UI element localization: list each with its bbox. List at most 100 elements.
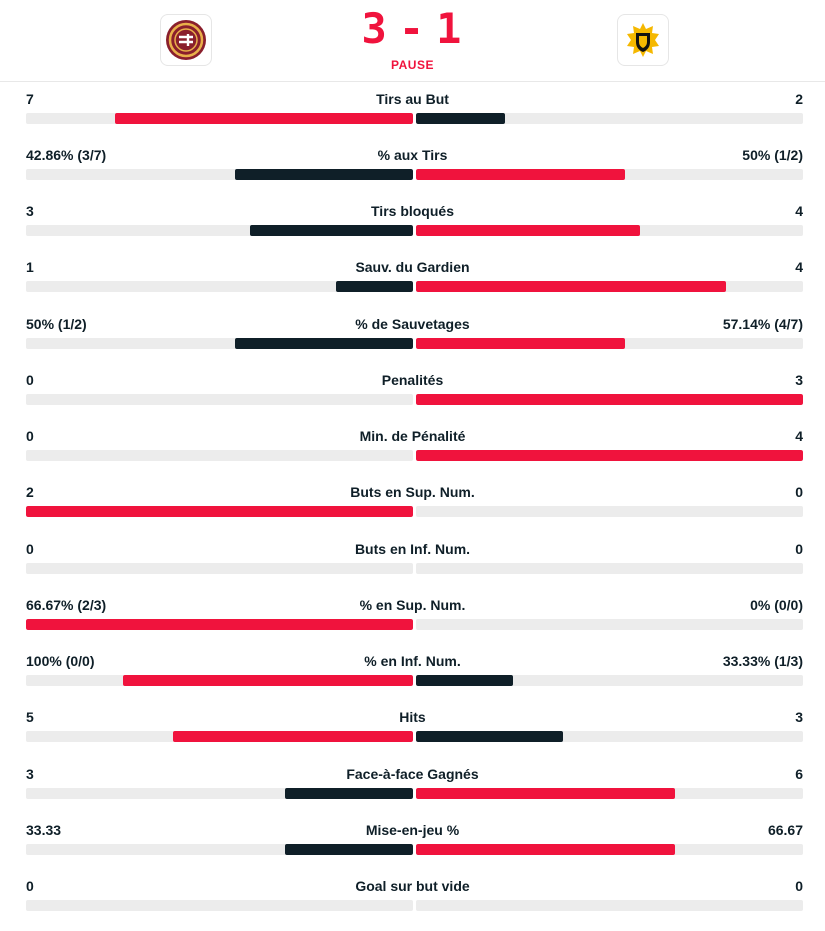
stat-label: Buts en Inf. Num.	[354, 541, 471, 557]
home-stat-bar	[285, 844, 413, 855]
home-stat-bar-track	[26, 844, 413, 855]
home-stat-value: 3	[26, 203, 34, 219]
stat-row: 5 Hits 3	[0, 706, 825, 746]
home-stat-value: 66.67% (2/3)	[26, 597, 107, 613]
home-stat-bar-track	[26, 338, 413, 349]
home-stat-value: 1	[26, 259, 34, 275]
away-stat-bar-track	[416, 900, 803, 911]
home-stat-bar-track	[26, 900, 413, 911]
home-stat-bar-track	[26, 281, 413, 292]
match-status: PAUSE	[391, 58, 434, 72]
home-stat-value: 7	[26, 91, 34, 107]
home-stat-bar-track	[26, 675, 413, 686]
away-stat-bar-track	[416, 731, 803, 742]
home-stat-bar-track	[26, 563, 413, 574]
away-stat-bar-track	[416, 844, 803, 855]
home-stat-bar-track	[26, 619, 413, 630]
home-stat-bar	[26, 619, 413, 630]
stat-label: Buts en Sup. Num.	[350, 484, 475, 500]
home-stat-bar-track	[26, 225, 413, 236]
home-stat-value: 42.86% (3/7)	[26, 147, 107, 163]
away-stat-bar-track	[416, 675, 803, 686]
stat-row: 3 Face-à-face Gagnés 6	[0, 763, 825, 803]
home-stat-value: 0	[26, 428, 34, 444]
home-stat-value: 5	[26, 709, 34, 725]
stat-label: % aux Tirs	[377, 147, 448, 163]
home-stat-bar	[250, 225, 413, 236]
home-stat-value: 0	[26, 878, 34, 894]
home-score: 3	[361, 4, 389, 53]
stat-label: Min. de Pénalité	[359, 428, 466, 444]
home-stat-bar	[285, 788, 413, 799]
stat-label: Tirs au But	[376, 91, 449, 107]
home-stat-value: 50% (1/2)	[26, 316, 87, 332]
home-stat-bar-track	[26, 506, 413, 517]
stat-label: Tirs bloqués	[371, 203, 454, 219]
home-team-logo[interactable]	[160, 14, 212, 66]
away-stat-bar	[416, 281, 726, 292]
away-stat-bar	[416, 338, 625, 349]
away-stat-bar-track	[416, 169, 803, 180]
stat-label: Mise-en-jeu %	[365, 822, 460, 838]
away-stat-value: 0	[795, 878, 803, 894]
stat-row: 7 Tirs au But 2	[0, 88, 825, 128]
stat-row: 3 Tirs bloqués 4	[0, 200, 825, 240]
stat-row: 0 Penalités 3	[0, 369, 825, 409]
away-stat-bar-track	[416, 450, 803, 461]
stat-label: % de Sauvetages	[355, 316, 470, 332]
home-stat-bar	[115, 113, 413, 124]
away-stat-bar	[416, 225, 641, 236]
home-stat-value: 2	[26, 484, 34, 500]
home-stat-bar-track	[26, 113, 413, 124]
away-stat-bar-track	[416, 619, 803, 630]
stat-label: Penalités	[381, 372, 444, 388]
stat-row: 50% (1/2) % de Sauvetages 57.14% (4/7)	[0, 313, 825, 353]
away-team-logo[interactable]	[617, 14, 669, 66]
away-stat-value: 3	[795, 709, 803, 725]
home-stat-bar-track	[26, 450, 413, 461]
stat-label: Sauv. du Gardien	[355, 259, 470, 275]
away-stat-bar-track	[416, 394, 803, 405]
away-stat-value: 0	[795, 484, 803, 500]
away-stat-bar	[416, 450, 803, 461]
home-stat-bar	[234, 338, 413, 349]
match-header: 3-1 PAUSE	[0, 0, 825, 82]
away-stat-bar	[416, 788, 676, 799]
away-stat-bar	[416, 675, 513, 686]
away-score: 1	[436, 4, 464, 53]
away-stat-value: 4	[795, 203, 803, 219]
score-separator: -	[398, 4, 427, 53]
stat-row: 1 Sauv. du Gardien 4	[0, 256, 825, 296]
scoreboard: 3-1	[0, 4, 825, 53]
stat-row: 66.67% (2/3) % en Sup. Num. 0% (0/0)	[0, 594, 825, 634]
away-stat-value: 3	[795, 372, 803, 388]
away-stat-value: 4	[795, 259, 803, 275]
away-stat-value: 66.67	[767, 822, 803, 838]
home-stat-bar	[26, 506, 413, 517]
stat-label: Goal sur but vide	[355, 878, 470, 894]
stat-label: Face-à-face Gagnés	[346, 766, 479, 782]
away-stat-value: 6	[795, 766, 803, 782]
away-stat-bar-track	[416, 338, 803, 349]
home-stat-bar-track	[26, 731, 413, 742]
geneve-servette-logo-icon	[166, 20, 206, 60]
home-stat-bar	[173, 731, 413, 742]
away-stat-value: 0% (0/0)	[750, 597, 803, 613]
stat-row: 0 Min. de Pénalité 4	[0, 425, 825, 465]
away-stat-bar-track	[416, 225, 803, 236]
away-stat-value: 2	[795, 91, 803, 107]
stat-row: 2 Buts en Sup. Num. 0	[0, 481, 825, 521]
stat-label: % en Sup. Num.	[359, 597, 466, 613]
away-stat-value: 50% (1/2)	[742, 147, 803, 163]
away-stat-bar-track	[416, 506, 803, 517]
away-stat-value: 33.33% (1/3)	[722, 653, 803, 669]
home-stat-bar-track	[26, 394, 413, 405]
home-stat-value: 3	[26, 766, 34, 782]
away-stat-bar-track	[416, 788, 803, 799]
home-stat-bar-track	[26, 788, 413, 799]
skelleftea-logo-icon	[627, 23, 659, 57]
stat-label: Hits	[399, 709, 426, 725]
away-stat-value: 4	[795, 428, 803, 444]
home-stat-value: 33.33	[26, 822, 62, 838]
home-stat-bar	[234, 169, 413, 180]
